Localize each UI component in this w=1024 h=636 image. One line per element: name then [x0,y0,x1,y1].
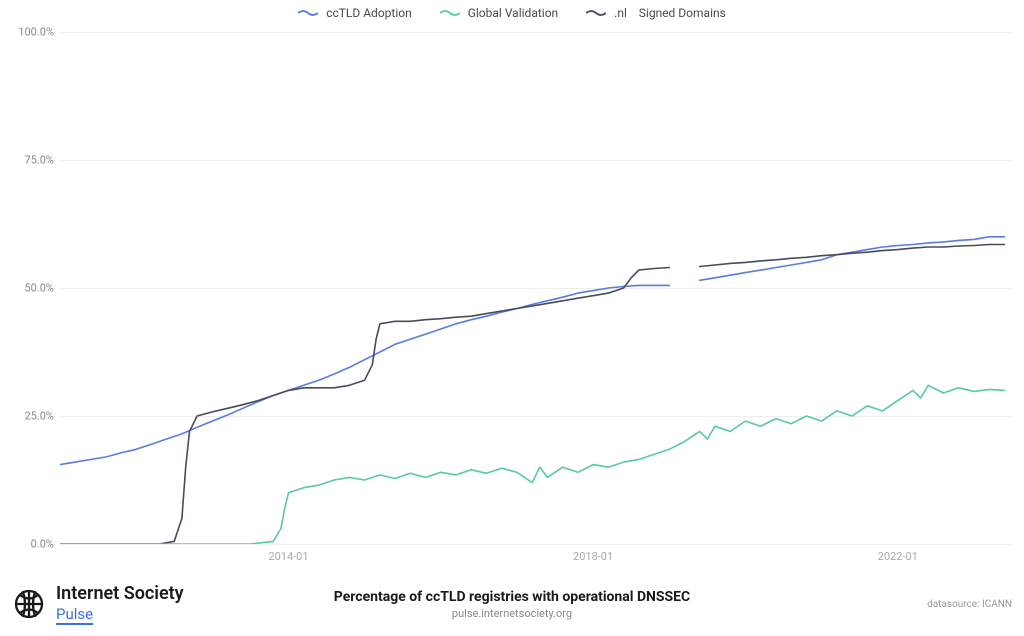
chart-subtitle: pulse.internetsociety.org [334,607,690,620]
series-line [700,245,1005,267]
x-tick-label: 2014-01 [268,550,308,563]
plot-area: 0.0%25.0%50.0%75.0%100.0%2014-012018-012… [60,32,1012,544]
logo-text: Internet Society Pulse [56,583,184,625]
chart-lines [60,32,1012,544]
chart-container: ccTLD Adoption Global Validation .nl Sig… [12,0,1012,576]
datasource-label: datasource: ICANN [927,599,1012,610]
legend-label: ccTLD Adoption [326,6,412,20]
x-tick-label: 2018-01 [573,550,613,563]
legend-item: ccTLD Adoption [298,6,412,20]
legend-swatch-icon [298,8,318,18]
logo-line2: Pulse [56,607,93,625]
chart-title: Percentage of ccTLD registries with oper… [334,589,690,605]
gridline [60,544,1012,545]
footer: Internet Society Pulse Percentage of ccT… [12,580,1012,628]
legend-item: Global Validation [440,6,558,20]
legend-label: Global Validation [468,6,558,20]
y-tick-label: 100.0% [12,26,54,39]
y-tick-label: 0.0% [12,538,54,551]
series-line [60,268,669,545]
y-tick-label: 50.0% [12,282,54,295]
legend: ccTLD Adoption Global Validation .nl Sig… [12,6,1012,20]
title-block: Percentage of ccTLD registries with oper… [334,589,690,620]
x-tick-label: 2022-01 [878,550,918,563]
series-line [700,237,1005,280]
series-line [60,385,1004,544]
legend-swatch-icon [586,8,606,18]
y-tick-label: 25.0% [12,410,54,423]
logo-line1: Internet Society [56,583,184,604]
globe-icon [12,587,46,621]
legend-swatch-icon [440,8,460,18]
series-line [60,285,669,464]
legend-label: .nl Signed Domains [614,6,726,20]
y-tick-label: 75.0% [12,154,54,167]
legend-item: .nl Signed Domains [586,6,726,20]
logo-block: Internet Society Pulse [12,583,184,625]
